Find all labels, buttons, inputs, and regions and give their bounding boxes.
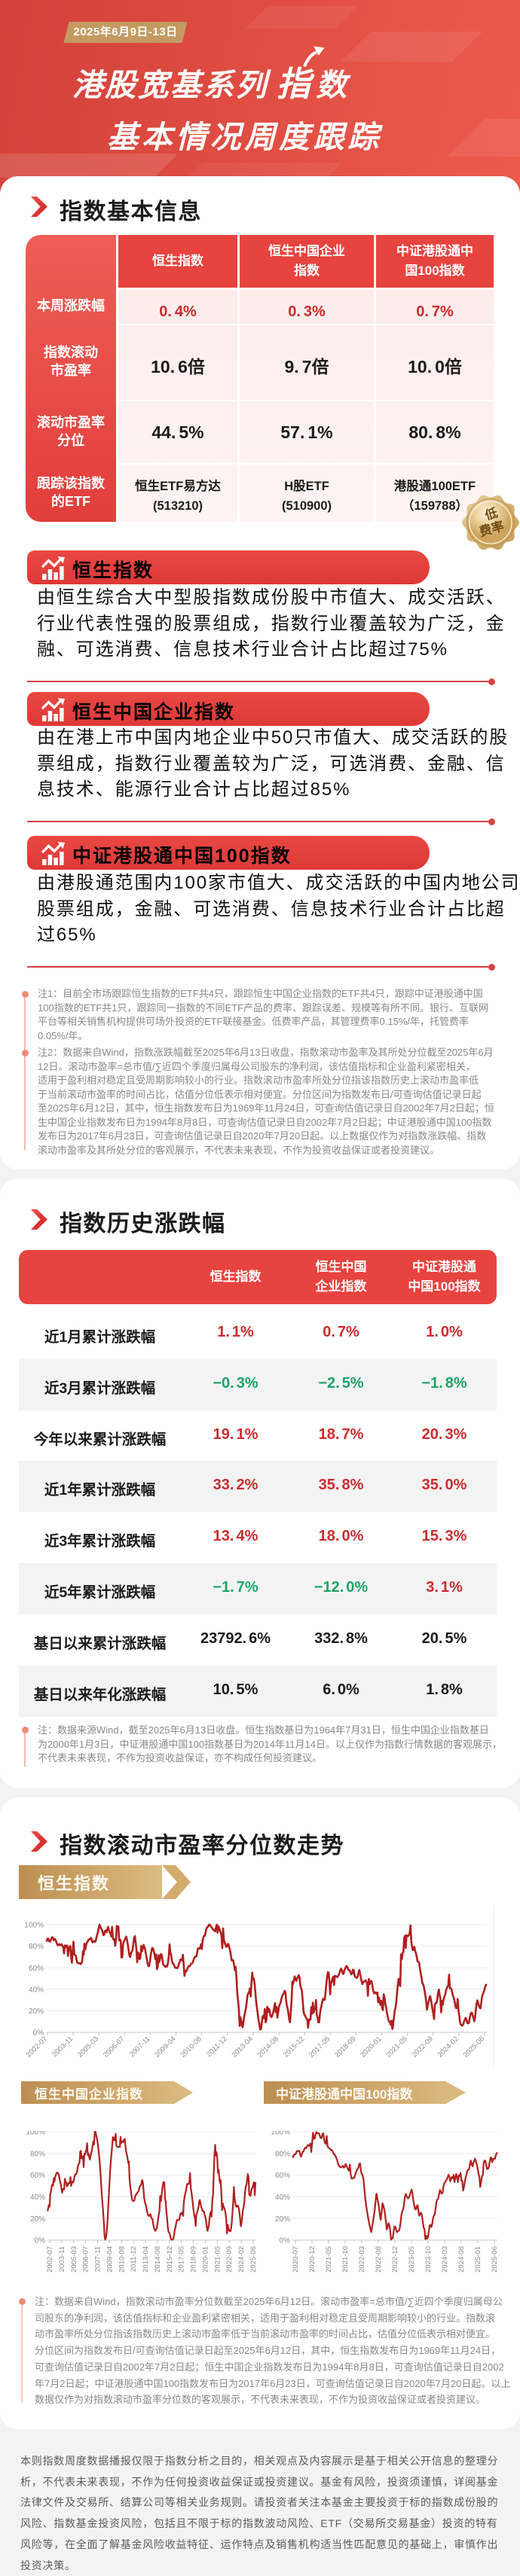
svg-text:2005-03: 2005-03 bbox=[70, 2246, 78, 2273]
svg-text:2011-12: 2011-12 bbox=[205, 2035, 229, 2059]
svg-text:2003-11: 2003-11 bbox=[58, 2246, 66, 2272]
svg-text:100%: 100% bbox=[26, 2131, 45, 2137]
svg-text:100%: 100% bbox=[271, 2131, 290, 2137]
svg-text:2025-06: 2025-06 bbox=[249, 2246, 258, 2273]
svg-text:0%: 0% bbox=[35, 2237, 46, 2245]
svg-text:60%: 60% bbox=[29, 1965, 44, 1973]
svg-text:2007-11: 2007-11 bbox=[128, 2035, 152, 2059]
svg-text:2018-09: 2018-09 bbox=[333, 2035, 357, 2059]
svg-text:2024-02: 2024-02 bbox=[237, 2246, 246, 2273]
svg-text:2005-03: 2005-03 bbox=[76, 2035, 100, 2059]
svg-text:2017-05: 2017-05 bbox=[307, 2035, 332, 2059]
svg-text:2020-01: 2020-01 bbox=[359, 2035, 383, 2059]
svg-text:2002-07: 2002-07 bbox=[25, 2035, 49, 2059]
svg-text:80%: 80% bbox=[30, 2150, 45, 2158]
svg-text:80%: 80% bbox=[275, 2150, 290, 2158]
svg-text:20%: 20% bbox=[30, 2215, 45, 2224]
svg-text:2010-08: 2010-08 bbox=[118, 2246, 126, 2273]
svg-text:2021-05: 2021-05 bbox=[213, 2246, 222, 2273]
svg-text:2018-09: 2018-09 bbox=[190, 2246, 198, 2273]
svg-text:60%: 60% bbox=[275, 2172, 290, 2180]
svg-text:2024-02: 2024-02 bbox=[436, 2035, 460, 2059]
svg-text:2022-09: 2022-09 bbox=[225, 2246, 234, 2273]
svg-text:2021-05: 2021-05 bbox=[325, 2246, 333, 2273]
svg-text:2021-10: 2021-10 bbox=[341, 2246, 350, 2273]
svg-text:2011-12: 2011-12 bbox=[130, 2246, 138, 2272]
svg-text:2024-08: 2024-08 bbox=[457, 2246, 466, 2273]
svg-text:2003-11: 2003-11 bbox=[50, 2035, 75, 2059]
svg-text:2024-03: 2024-03 bbox=[441, 2246, 449, 2273]
svg-text:2006-07: 2006-07 bbox=[82, 2246, 90, 2273]
svg-text:2025-06: 2025-06 bbox=[491, 2246, 499, 2273]
svg-text:2020-12: 2020-12 bbox=[308, 2246, 317, 2273]
svg-text:100%: 100% bbox=[24, 1922, 44, 1930]
svg-text:2021-05: 2021-05 bbox=[384, 2035, 408, 2059]
svg-text:40%: 40% bbox=[29, 1986, 44, 1994]
svg-text:2020-01: 2020-01 bbox=[202, 2246, 210, 2273]
svg-text:2022-03: 2022-03 bbox=[358, 2246, 366, 2273]
svg-text:0%: 0% bbox=[280, 2237, 291, 2245]
svg-text:60%: 60% bbox=[30, 2172, 45, 2180]
svg-text:2014-08: 2014-08 bbox=[256, 2035, 280, 2059]
svg-text:2015-12: 2015-12 bbox=[166, 2246, 174, 2273]
svg-text:2009-04: 2009-04 bbox=[106, 2246, 114, 2273]
svg-text:80%: 80% bbox=[29, 1943, 44, 1951]
svg-text:2007-11: 2007-11 bbox=[94, 2246, 102, 2272]
svg-text:2022-09: 2022-09 bbox=[410, 2035, 434, 2059]
svg-text:20%: 20% bbox=[29, 2007, 44, 2016]
svg-text:2002-07: 2002-07 bbox=[46, 2246, 54, 2273]
svg-text:40%: 40% bbox=[275, 2193, 290, 2202]
svg-text:2022-12: 2022-12 bbox=[391, 2246, 399, 2273]
svg-text:2023-10: 2023-10 bbox=[424, 2246, 433, 2273]
svg-text:低: 低 bbox=[482, 505, 500, 523]
svg-text:2006-07: 2006-07 bbox=[102, 2035, 126, 2059]
svg-text:20%: 20% bbox=[275, 2215, 290, 2224]
svg-text:2025-06: 2025-06 bbox=[462, 2035, 486, 2059]
svg-text:2022-08: 2022-08 bbox=[375, 2246, 383, 2273]
svg-text:2009-04: 2009-04 bbox=[153, 2035, 177, 2059]
svg-text:2013-04: 2013-04 bbox=[231, 2035, 255, 2059]
svg-text:2014-08: 2014-08 bbox=[154, 2246, 162, 2273]
svg-text:2017-05: 2017-05 bbox=[178, 2246, 186, 2273]
svg-text:2010-08: 2010-08 bbox=[179, 2035, 203, 2059]
svg-text:2023-05: 2023-05 bbox=[408, 2246, 416, 2273]
svg-text:2015-12: 2015-12 bbox=[282, 2035, 306, 2059]
svg-text:0%: 0% bbox=[33, 2029, 44, 2038]
svg-text:40%: 40% bbox=[30, 2193, 45, 2202]
svg-text:2013-04: 2013-04 bbox=[142, 2246, 150, 2273]
svg-text:2025-01: 2025-01 bbox=[474, 2246, 482, 2273]
svg-text:2020-07: 2020-07 bbox=[292, 2246, 300, 2273]
